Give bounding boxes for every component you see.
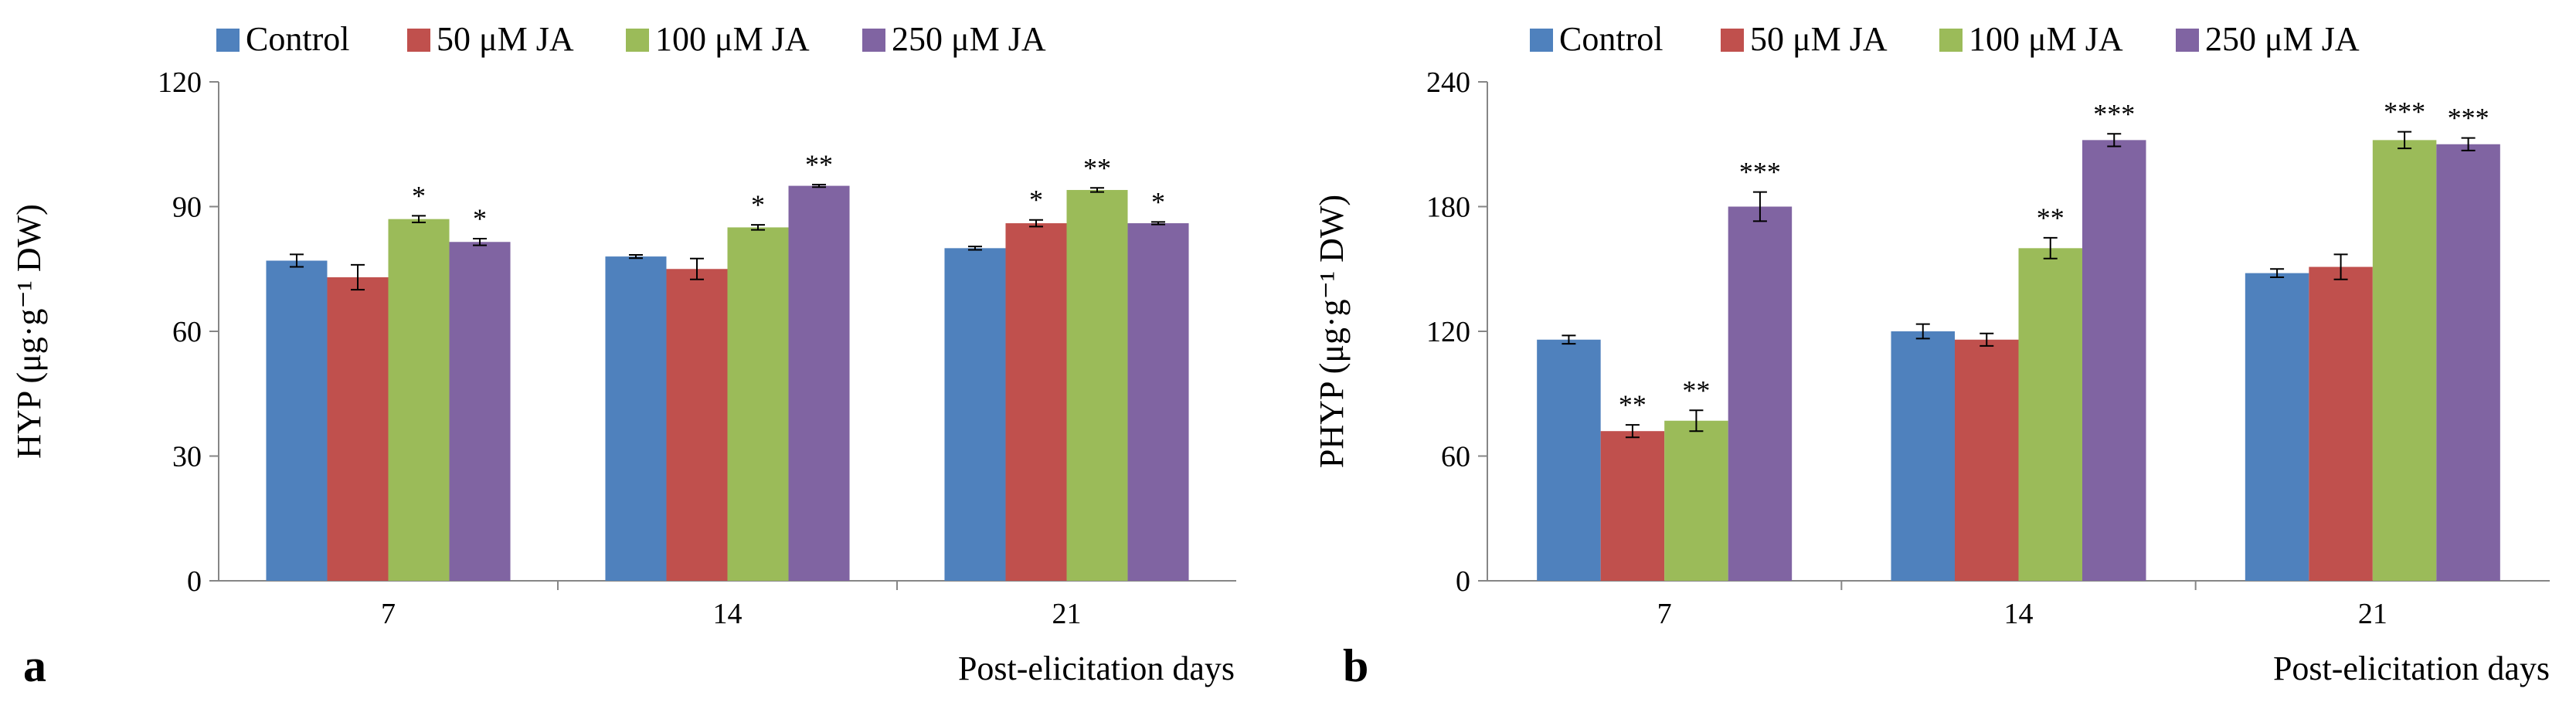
significance-marker: *	[1151, 186, 1165, 217]
significance-marker: ***	[1739, 157, 1781, 188]
bar	[944, 248, 1006, 581]
y-tick-label: 120	[158, 66, 202, 99]
bar	[605, 256, 667, 581]
x-tick-label: 21	[2358, 598, 2387, 630]
x-tick-label: 7	[1657, 598, 1672, 630]
legend: Control 50 μM JA 100 μM JA 250 μM JA	[1530, 20, 2360, 58]
bar	[2436, 144, 2500, 581]
bar	[1600, 431, 1665, 581]
bar	[388, 219, 450, 581]
bar	[327, 277, 389, 581]
x-axis-title: Post-elicitation days	[2273, 650, 2550, 687]
bar	[1066, 189, 1128, 581]
bar	[2372, 140, 2437, 581]
bar	[666, 269, 728, 581]
legend-swatch	[216, 29, 240, 52]
x-tick-label: 21	[1052, 598, 1082, 630]
significance-marker: ***	[2384, 97, 2425, 127]
bar	[266, 260, 328, 581]
x-tick-label: 7	[381, 598, 396, 630]
bar	[1728, 206, 1793, 581]
legend-label: 50 μM JA	[1750, 20, 1888, 58]
y-axis-title: PHYP (μg·g⁻¹ DW)	[1313, 195, 1351, 468]
bar	[1955, 339, 2019, 581]
legend-label: 100 μM JA	[655, 20, 810, 58]
significance-marker: *	[473, 203, 487, 234]
bar	[1127, 223, 1189, 581]
bar	[2082, 140, 2146, 581]
bar	[1005, 223, 1067, 581]
bar	[1664, 420, 1728, 581]
significance-marker: ***	[2448, 103, 2489, 134]
bar	[2245, 273, 2309, 581]
bar	[449, 242, 511, 581]
significance-marker: **	[1619, 389, 1647, 420]
bar	[1891, 331, 1955, 581]
significance-marker: **	[2037, 202, 2065, 233]
y-tick-label: 90	[172, 192, 202, 224]
significance-marker: *	[1029, 185, 1043, 215]
panel-label: b	[1343, 640, 1368, 691]
legend-label: Control	[246, 20, 349, 58]
bar	[788, 185, 850, 582]
significance-marker: **	[1682, 375, 1710, 405]
bar	[2309, 266, 2373, 581]
legend-swatch	[407, 29, 430, 52]
legend-swatch	[1939, 29, 1963, 52]
significance-marker: **	[805, 149, 833, 180]
legend: Control 50 μM JA 100 μM JA 250 μM JA	[216, 20, 1046, 58]
y-tick-label: 30	[172, 441, 202, 473]
legend-swatch	[1530, 29, 1553, 52]
chart-panel-b: Control 50 μM JA 100 μM JA 250 μM JA 0 60 120 1…	[1313, 20, 2550, 691]
y-tick-label: 0	[1456, 565, 1470, 598]
x-tick-label: 14	[713, 598, 743, 630]
legend-swatch	[862, 29, 885, 52]
bar	[1537, 339, 1601, 581]
legend-label: 250 μM JA	[2205, 20, 2360, 58]
x-axis-title: Post-elicitation days	[958, 650, 1235, 687]
y-tick-label: 180	[1426, 192, 1470, 224]
chart-panel-a: Control 50 μM JA 100 μM JA 250 μM JA 0 30 60 90…	[10, 20, 1236, 691]
y-tick-label: 60	[172, 316, 202, 348]
y-tick-label: 120	[1426, 316, 1470, 348]
significance-marker: **	[1083, 152, 1111, 183]
y-axis-title: HYP (μg·g⁻¹ DW)	[10, 204, 48, 459]
bar	[727, 227, 789, 581]
significance-marker: *	[412, 180, 426, 211]
legend-swatch	[2176, 29, 2199, 52]
legend-swatch	[1721, 29, 1744, 52]
legend-label: 100 μM JA	[1969, 20, 2123, 58]
y-tick-label: 240	[1426, 66, 1470, 99]
legend-swatch	[626, 29, 649, 52]
legend-label: Control	[1559, 20, 1663, 58]
legend-label: 250 μM JA	[892, 20, 1046, 58]
panel-label: a	[23, 640, 46, 691]
x-tick-label: 14	[2004, 598, 2034, 630]
legend-label: 50 μM JA	[437, 20, 574, 58]
y-tick-label: 0	[187, 565, 202, 598]
y-tick-label: 60	[1441, 441, 1470, 473]
bar	[2018, 248, 2082, 581]
significance-marker: ***	[2093, 98, 2135, 129]
significance-marker: *	[751, 189, 765, 220]
